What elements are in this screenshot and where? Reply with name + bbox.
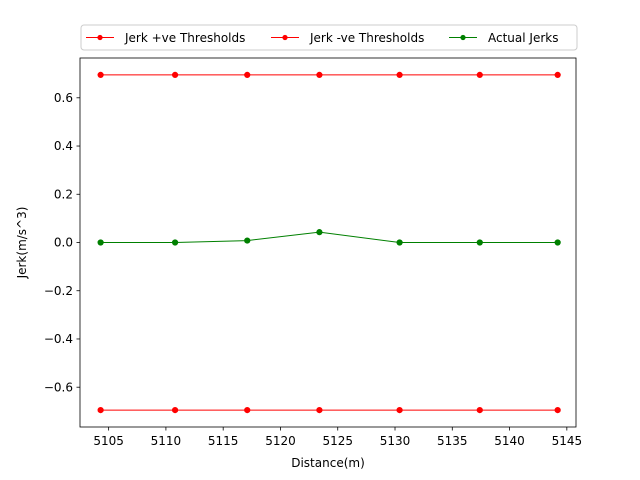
- data-point: [396, 71, 403, 78]
- data-point: [97, 407, 104, 414]
- data-point: [244, 407, 251, 414]
- y-tick-label: 0.0: [54, 236, 73, 250]
- y-axis-label: Jerk(m/s^3): [15, 207, 29, 280]
- series-2: [97, 229, 561, 246]
- data-point: [244, 71, 251, 78]
- data-point: [171, 71, 179, 78]
- legend-label: Jerk +ve Thresholds: [124, 31, 245, 45]
- data-point: [97, 239, 104, 246]
- data-point: [554, 239, 561, 246]
- legend-marker: [460, 34, 466, 41]
- legend-marker: [282, 34, 288, 41]
- y-tick-label: 0.2: [54, 187, 73, 201]
- series-1: [97, 407, 561, 414]
- data-point: [396, 239, 403, 246]
- y-tick-label: −0.6: [44, 380, 73, 394]
- x-tick-label: 5110: [151, 434, 182, 448]
- y-tick-label: 0.6: [54, 91, 73, 105]
- x-tick-label: 5140: [494, 434, 525, 448]
- legend-box: [80, 24, 578, 51]
- x-axis-label: Distance(m): [291, 456, 365, 470]
- legend-label: Jerk -ve Thresholds: [309, 31, 424, 45]
- legend-marker: [97, 34, 103, 41]
- x-tick-label: 5115: [208, 434, 239, 448]
- x-tick-label: 5135: [437, 434, 468, 448]
- y-axis: −0.6 −0.4 −0.2 0.0 0.2 0.4 0.6: [44, 91, 80, 394]
- legend-entry-1: Jerk -ve Thresholds: [271, 31, 424, 45]
- data-point: [171, 407, 179, 414]
- data-point: [554, 71, 561, 78]
- data-point: [171, 239, 179, 246]
- data-point: [476, 407, 483, 414]
- x-tick-label: 5130: [380, 434, 411, 448]
- x-tick-label: 5120: [265, 434, 296, 448]
- data-point: [316, 229, 323, 236]
- legend-label: Actual Jerks: [488, 31, 558, 45]
- y-tick-label: −0.4: [44, 332, 73, 346]
- y-tick-label: −0.2: [44, 284, 73, 298]
- x-tick-label: 5125: [322, 434, 353, 448]
- x-tick-label: 5105: [93, 434, 124, 448]
- data-point: [476, 71, 483, 78]
- data-point: [554, 407, 561, 414]
- data-point: [396, 407, 403, 414]
- legend-entry-0: Jerk +ve Thresholds: [86, 31, 245, 45]
- data-point: [316, 407, 323, 414]
- y-tick-label: 0.4: [54, 139, 73, 153]
- series-layer: [97, 71, 561, 414]
- series-0: [97, 71, 561, 78]
- data-point: [97, 71, 104, 78]
- data-point: [476, 239, 483, 246]
- legend-entry-2: Actual Jerks: [449, 31, 558, 45]
- data-point: [316, 71, 323, 78]
- data-point: [244, 237, 251, 244]
- legend: Jerk +ve Thresholds Jerk -ve Thresholds Ac…: [80, 24, 578, 51]
- x-tick-label: 5145: [552, 434, 583, 448]
- x-axis: 5105 5110 5115 5120 5125 5130 5135 5140 5145: [93, 427, 582, 448]
